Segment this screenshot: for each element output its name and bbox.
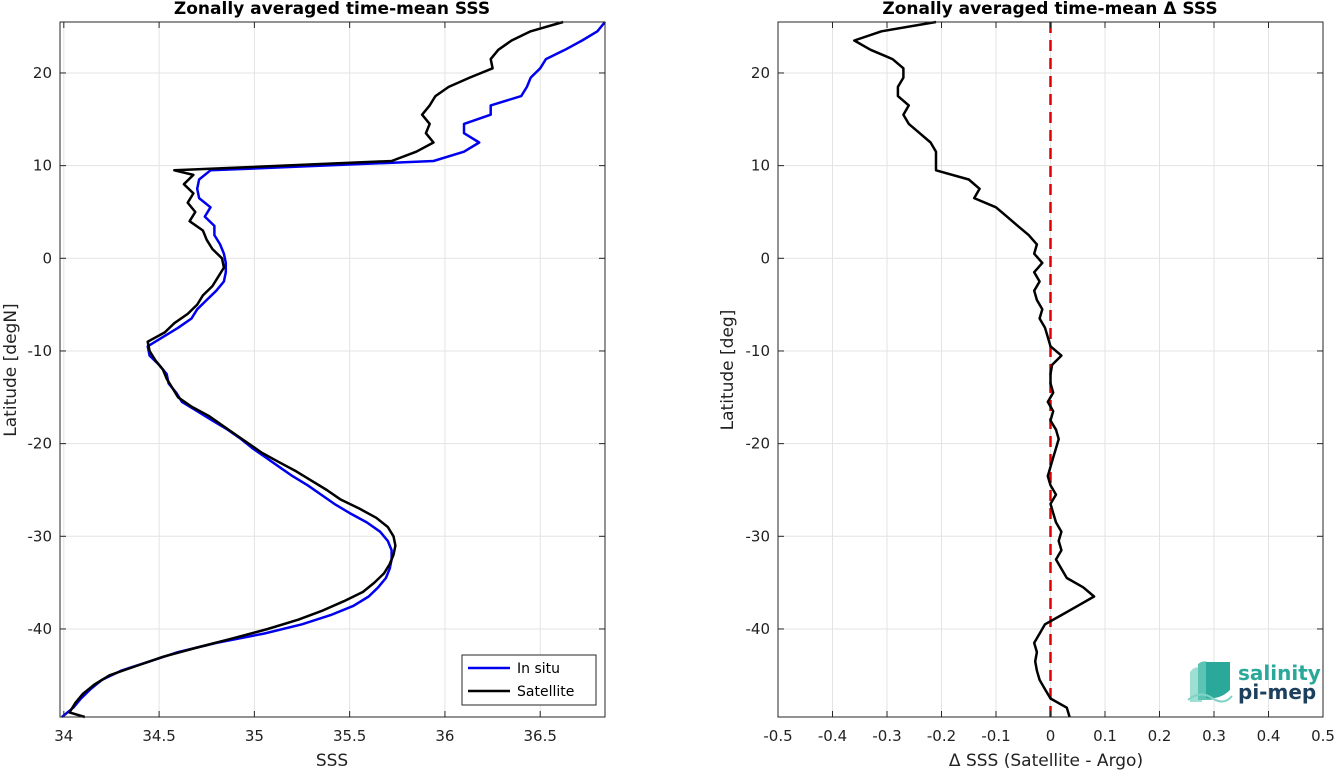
dsss-xlabel: Δ SSS (Satellite - Argo) [949, 751, 1143, 770]
sss-lines [61, 20, 606, 719]
logo-line2: pi-mep [1238, 680, 1316, 704]
x-tick-label: 36.5 [524, 727, 557, 745]
dsss-title: Zonally averaged time-mean Δ SSS [882, 0, 1217, 19]
logo-line1: salinity [1238, 661, 1321, 685]
sss-grid [60, 22, 605, 717]
x-tick-label: 35 [245, 727, 264, 745]
logo-waves-icon [1187, 661, 1233, 703]
sss-xlabel: SSS [316, 751, 348, 770]
x-tick-label: 0.1 [1093, 727, 1117, 745]
x-tick-label: 36 [435, 727, 454, 745]
x-tick-label: 0 [1046, 727, 1056, 745]
series-line-0 [853, 20, 1096, 718]
x-tick-label: -0.3 [872, 727, 901, 745]
y-tick-label: 0 [42, 249, 52, 267]
y-tick-label: 20 [751, 64, 770, 82]
y-tick-label: 20 [33, 64, 52, 82]
dsss-ticks: -0.5 -0.4 -0.3 -0.2 -0.1 0 0.1 0.2 0.3 0.4 0.5 -40 -… [746, 22, 1335, 745]
x-tick-label: 0.5 [1311, 727, 1335, 745]
y-tick-label: -30 [28, 527, 53, 545]
x-tick-label: -0.1 [981, 727, 1010, 745]
sss-title: Zonally averaged time-mean SSS [174, 0, 490, 19]
x-tick-label: 0.4 [1257, 727, 1281, 745]
sss-plot-area [60, 22, 605, 717]
dsss-panel: -0.5 -0.4 -0.3 -0.2 -0.1 0 0.1 0.2 0.3 0.4 0.5 -40 -… [718, 0, 1335, 770]
sss-axes-box [59, 21, 606, 718]
y-tick-label: -40 [746, 620, 771, 638]
sss-ticks: 34 34.5 35 35.5 36 36.5 -40 -30 -20 -10 0 10 20 [28, 22, 605, 745]
x-tick-label: -0.4 [818, 727, 847, 745]
sss-legend: In situ Satellite [461, 654, 597, 706]
x-tick-label: 35.5 [333, 727, 366, 745]
x-tick-label: 0.2 [1148, 727, 1172, 745]
y-tick-label: -10 [746, 342, 771, 360]
x-tick-label: -0.2 [927, 727, 956, 745]
sss-panel: 34 34.5 35 35.5 36 36.5 -40 -30 -20 -10 0 10 20 Zona… [1, 0, 606, 770]
y-tick-label: -20 [746, 435, 771, 453]
x-tick-label: 34.5 [142, 727, 175, 745]
y-tick-label: -20 [28, 435, 53, 453]
y-tick-label: -30 [746, 527, 771, 545]
y-tick-label: 10 [33, 157, 52, 175]
series-satellite [68, 20, 564, 719]
legend-box [461, 654, 597, 706]
y-tick-label: -10 [28, 342, 53, 360]
y-tick-label: 10 [751, 157, 770, 175]
y-tick-label: 0 [760, 249, 770, 267]
x-tick-label: 0.3 [1202, 727, 1226, 745]
dsss-ylabel: Latitude [deg] [718, 310, 738, 431]
dsss-lines [853, 20, 1096, 718]
legend-insitu-label: In situ [517, 661, 560, 677]
y-tick-label: -40 [28, 620, 53, 638]
salinity-pimep-logo: salinity pi-mep [1187, 661, 1321, 704]
legend-satellite-label: Satellite [517, 684, 574, 700]
x-tick-label: 34 [54, 727, 73, 745]
x-tick-label: -0.5 [763, 727, 792, 745]
sss-ylabel: Latitude [degN] [1, 303, 21, 436]
